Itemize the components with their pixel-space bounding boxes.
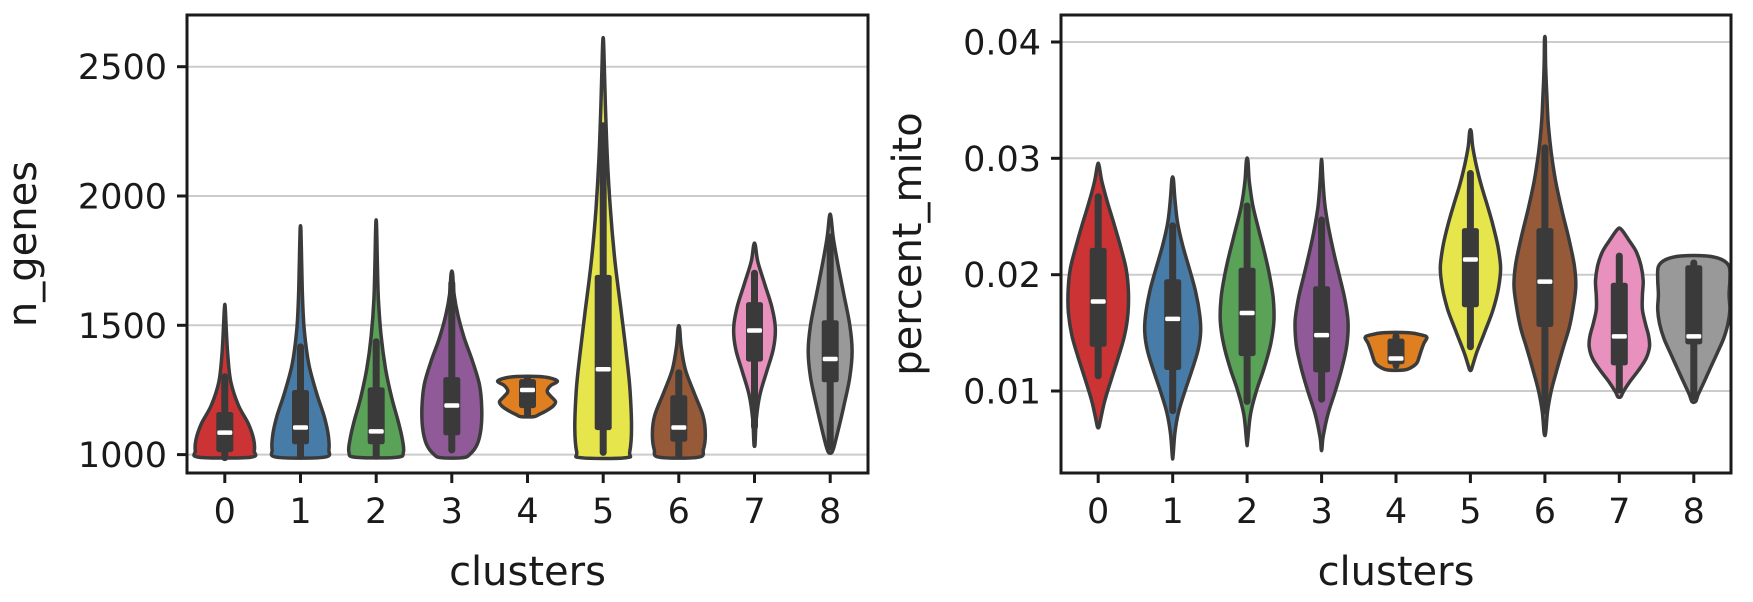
- median-line: [822, 356, 838, 362]
- x-tick-label-cluster-4: 4: [1385, 492, 1407, 532]
- violin-body: [269, 224, 332, 460]
- median-line: [1090, 299, 1106, 304]
- violin-percent_mito-cluster-7: [1587, 226, 1652, 400]
- median-line: [1462, 257, 1478, 262]
- x-tick-label-cluster-8: 8: [1683, 492, 1705, 532]
- violin-n_genes-cluster-7: [731, 241, 778, 449]
- y-axis-label: percent_mito: [885, 112, 931, 375]
- violin-percent_mito-cluster-0: [1066, 161, 1131, 430]
- y-tick-label: 1000: [78, 436, 167, 476]
- median-line: [1388, 356, 1404, 361]
- median-line: [1165, 316, 1181, 322]
- x-tick-label-cluster-0: 0: [1087, 492, 1109, 532]
- y-tick-label: 2500: [78, 48, 167, 88]
- x-tick-label-cluster-0: 0: [214, 492, 236, 532]
- median-line: [1611, 334, 1627, 339]
- quartile-box: [594, 274, 612, 431]
- violin-percent_mito-cluster-2: [1218, 156, 1276, 448]
- quartile-box: [670, 395, 688, 442]
- quartile-box: [1089, 247, 1107, 347]
- median-line: [1314, 332, 1330, 338]
- violin-percent_mito-cluster-1: [1142, 175, 1203, 461]
- violin-n_genes-cluster-3: [420, 269, 484, 460]
- violin-n_genes-cluster-4: [495, 374, 560, 419]
- x-axis-label: clusters: [1318, 549, 1475, 595]
- y-tick-label: 0.01: [963, 373, 1041, 413]
- violin-n_genes-cluster-6: [650, 323, 708, 460]
- median-line: [444, 403, 460, 408]
- violin-n_genes-cluster-0: [192, 302, 258, 462]
- quartile-box: [1536, 228, 1554, 327]
- violin-percent_mito-cluster-5: [1438, 127, 1503, 373]
- quartile-box: [292, 390, 309, 445]
- violin-n_genes-cluster-5: [573, 35, 634, 461]
- chart-percent_mito: 0.01 0.02 0.03 0.04 0 1 2 3 4 5 6 7 8 clusters percent…: [885, 13, 1733, 595]
- x-tick-label-cluster-1: 1: [289, 492, 311, 532]
- x-tick-label-cluster-7: 7: [743, 492, 765, 532]
- median-line: [217, 430, 233, 435]
- median-line: [595, 367, 611, 372]
- violin-n_genes-cluster-2: [346, 218, 406, 460]
- violin-percent_mito-cluster-3: [1293, 157, 1350, 453]
- median-line: [671, 425, 687, 430]
- quartile-box: [1164, 279, 1182, 370]
- quartile-box: [821, 320, 839, 383]
- x-tick-label-cluster-3: 3: [441, 492, 463, 532]
- x-tick-label-cluster-4: 4: [516, 492, 538, 532]
- y-tick-label: 0.04: [963, 24, 1041, 64]
- x-axis-label: clusters: [449, 549, 606, 595]
- x-tick-label-cluster-6: 6: [668, 492, 690, 532]
- median-line: [293, 425, 308, 430]
- quartile-box: [519, 379, 536, 409]
- x-tick-label-cluster-6: 6: [1534, 492, 1556, 532]
- quartile-box: [1461, 228, 1479, 308]
- quartile-box: [1313, 286, 1331, 373]
- x-tick-label-cluster-5: 5: [1459, 492, 1481, 532]
- x-tick-label-cluster-1: 1: [1162, 492, 1184, 532]
- violin-percent_mito-cluster-8: [1655, 253, 1732, 405]
- median-line: [1239, 310, 1255, 316]
- quartile-box: [1610, 282, 1628, 366]
- quartile-box: [367, 387, 385, 445]
- chart-n_genes: 1000 1500 2000 2500 0 1 2 3 4 5 6 7 8 clusters n_genes: [0, 13, 870, 595]
- median-line: [368, 429, 384, 434]
- violin-n_genes-cluster-8: [806, 212, 854, 456]
- x-tick-label-cluster-8: 8: [819, 492, 841, 532]
- median-line: [1537, 279, 1553, 284]
- median-line: [1686, 334, 1702, 339]
- violin-percent_mito-cluster-6: [1512, 34, 1578, 438]
- y-tick-label: 0.03: [963, 140, 1041, 180]
- x-tick-label-cluster-2: 2: [1236, 492, 1258, 532]
- quartile-box: [1685, 265, 1703, 345]
- x-tick-label-cluster-5: 5: [592, 492, 614, 532]
- violin-n_genes-cluster-1: [269, 224, 332, 460]
- x-tick-label-cluster-7: 7: [1608, 492, 1630, 532]
- y-tick-label: 0.02: [963, 256, 1041, 296]
- y-tick-label: 1500: [78, 307, 167, 347]
- median-line: [520, 387, 535, 393]
- y-axis-label: n_genes: [0, 161, 46, 327]
- y-tick-label: 2000: [78, 178, 167, 218]
- median-line: [747, 328, 762, 333]
- x-tick-label-cluster-3: 3: [1310, 492, 1332, 532]
- violin-percent_mito-cluster-4: [1363, 330, 1429, 373]
- x-tick-label-cluster-2: 2: [365, 492, 387, 532]
